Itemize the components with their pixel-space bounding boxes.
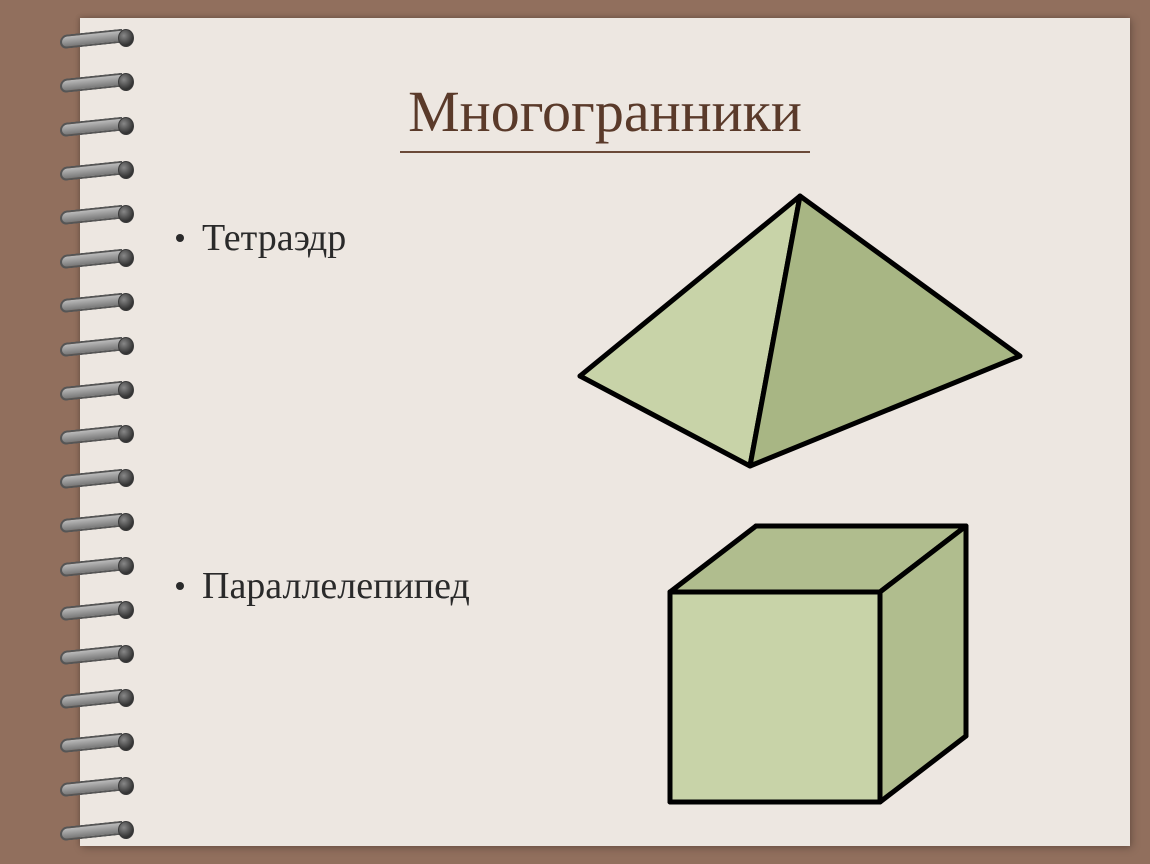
slide-outer: Многогранники Тетраэдр Параллелепипед (0, 0, 1150, 864)
bullet-dot-icon (176, 234, 184, 242)
parallelepiped-figure (640, 506, 1000, 836)
title-text: Многогранники (400, 78, 810, 153)
bullet-parallelepiped: Параллелепипед (176, 564, 470, 608)
slide-page: Многогранники Тетраэдр Параллелепипед (80, 18, 1130, 846)
page-title: Многогранники (80, 78, 1130, 153)
bullet-dot-icon (176, 582, 184, 590)
spiral-binding (60, 28, 132, 864)
tetrahedron-figure (560, 186, 1040, 486)
bullet-tetrahedron: Тетраэдр (176, 216, 346, 260)
bullet-label: Тетраэдр (202, 217, 346, 259)
bullet-label: Параллелепипед (202, 565, 470, 607)
